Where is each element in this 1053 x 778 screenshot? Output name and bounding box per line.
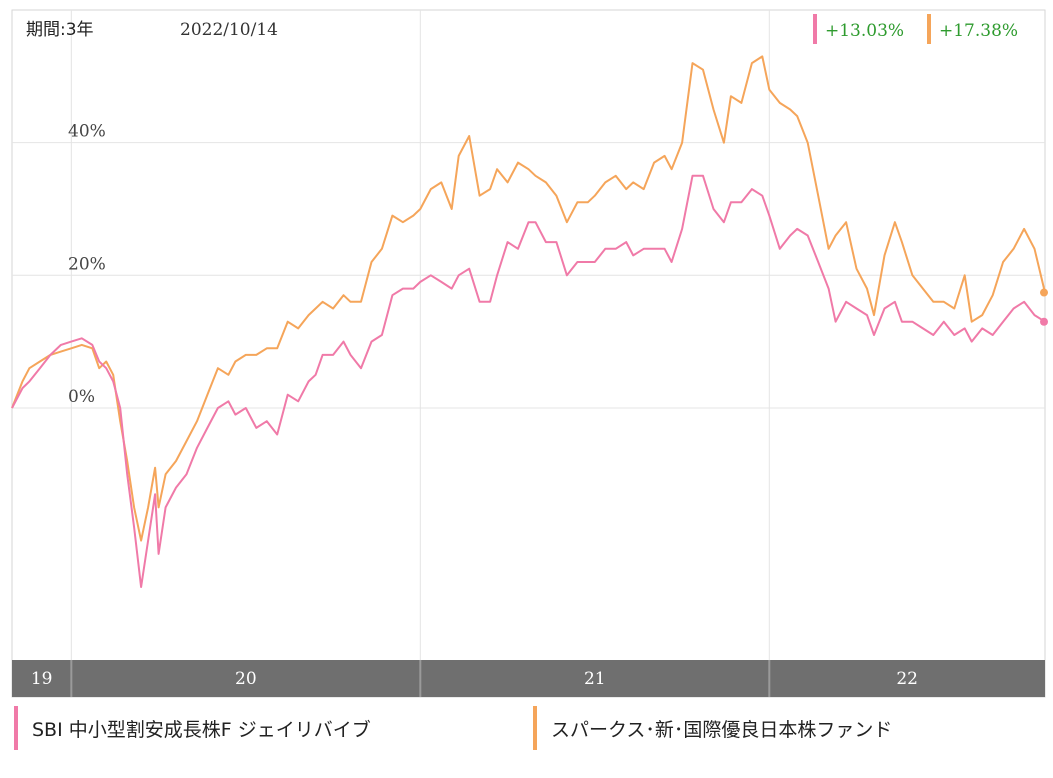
legend-item-orange: スパークス･新･国際優良日本株ファンド xyxy=(533,706,892,750)
legend-label-pink: SBI 中小型割安成長株F ジェイリバイブ xyxy=(32,718,371,741)
period-label: 期間:3年 xyxy=(26,20,94,40)
y-tick-label: 0% xyxy=(68,387,95,407)
series-line-orange xyxy=(11,55,1046,542)
x-tick-label: 22 xyxy=(896,669,918,689)
return-value-orange: +17.38% xyxy=(939,21,1018,41)
date-label: 2022/10/14 xyxy=(180,20,278,40)
legend-swatch-pink xyxy=(14,706,18,750)
y-tick-label: 20% xyxy=(68,254,106,274)
y-axis-labels: 0% 20% 40% xyxy=(68,122,106,407)
return-marker-pink xyxy=(813,14,817,44)
legend-label-orange: スパークス･新･国際優良日本株ファンド xyxy=(551,718,893,741)
series-layer xyxy=(11,55,1048,588)
y-tick-label: 40% xyxy=(68,122,106,142)
legend-item-pink: SBI 中小型割安成長株F ジェイリバイブ xyxy=(14,706,371,750)
series-line-pink xyxy=(11,174,1046,588)
series-end-point-orange xyxy=(1040,288,1048,297)
x-axis-labels: 19 20 21 22 xyxy=(31,660,918,697)
grid xyxy=(12,10,1045,660)
plot-frame xyxy=(11,9,1046,698)
return-value-pink: +13.03% xyxy=(825,21,904,41)
x-axis-band xyxy=(12,660,1045,697)
x-tick-label: 20 xyxy=(235,669,257,689)
legend-swatch-orange xyxy=(533,706,537,750)
performance-chart: 0% 20% 40% 19 20 21 22 期間:3年 2022/10/14 +13.0… xyxy=(11,9,1048,698)
series-end-point-pink xyxy=(1040,317,1048,326)
x-tick-label: 19 xyxy=(31,669,53,689)
return-marker-orange xyxy=(927,14,931,44)
x-tick-label: 21 xyxy=(584,669,606,689)
